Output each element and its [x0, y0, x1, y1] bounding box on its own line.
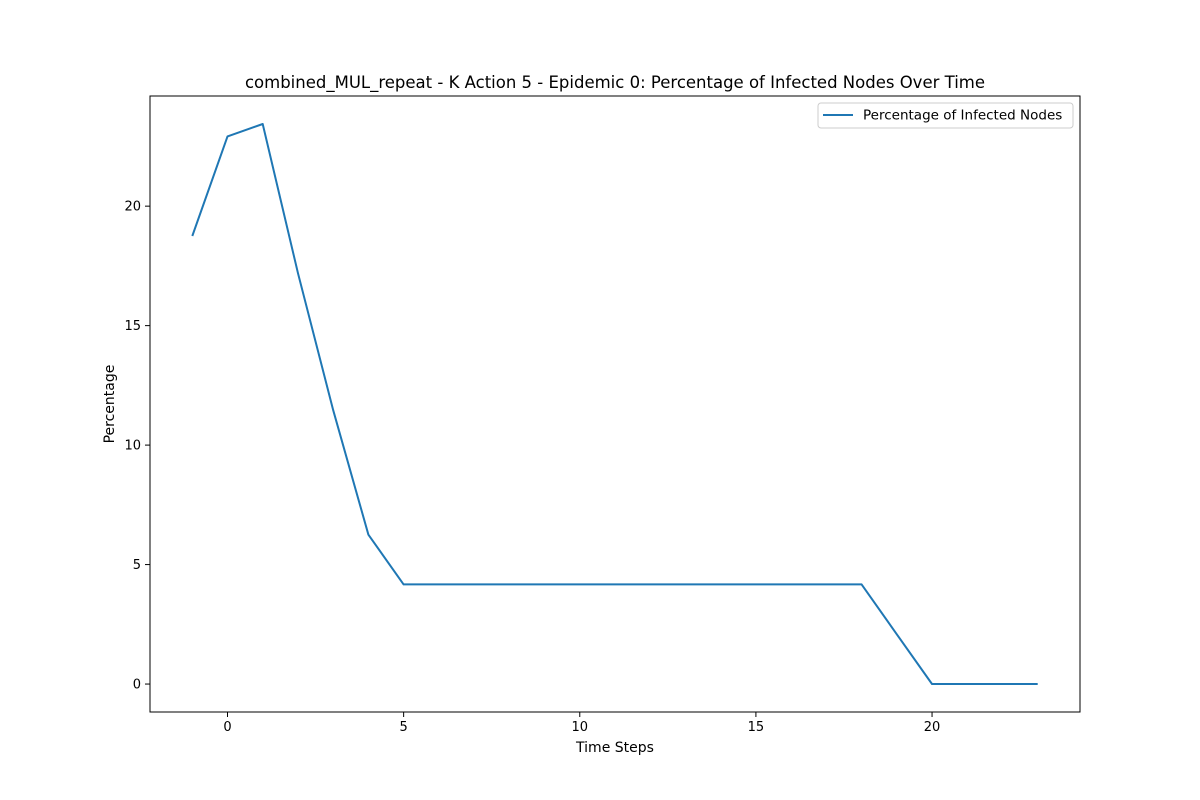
plot-area [149, 95, 1081, 713]
series-line [191, 123, 1038, 685]
y-tick-label: 0 [133, 678, 141, 693]
y-tick-label: 5 [133, 558, 141, 573]
y-tick-label: 15 [124, 319, 141, 334]
x-tick-label: 10 [571, 720, 588, 735]
x-tick-label: 15 [748, 720, 765, 735]
y-tick-label: 10 [124, 439, 141, 454]
y-axis-ticks: 0 5 10 15 20 [124, 200, 150, 693]
legend-label: Percentage of Infected Nodes [863, 108, 1062, 124]
series-layer [191, 123, 1038, 685]
x-tick-label: 0 [223, 720, 231, 735]
x-tick-label: 5 [399, 720, 407, 735]
legend: Percentage of Infected Nodes [817, 102, 1074, 129]
legend-box [817, 102, 1074, 129]
x-axis-ticks: 0 5 10 15 20 [223, 712, 940, 735]
y-axis-label: Percentage [102, 365, 118, 444]
y-tick-label: 20 [124, 200, 141, 215]
chart-title: combined_MUL_repeat - K Action 5 - Epide… [245, 73, 985, 93]
x-tick-label: 20 [924, 720, 941, 735]
x-axis-label: Time Steps [575, 740, 654, 756]
